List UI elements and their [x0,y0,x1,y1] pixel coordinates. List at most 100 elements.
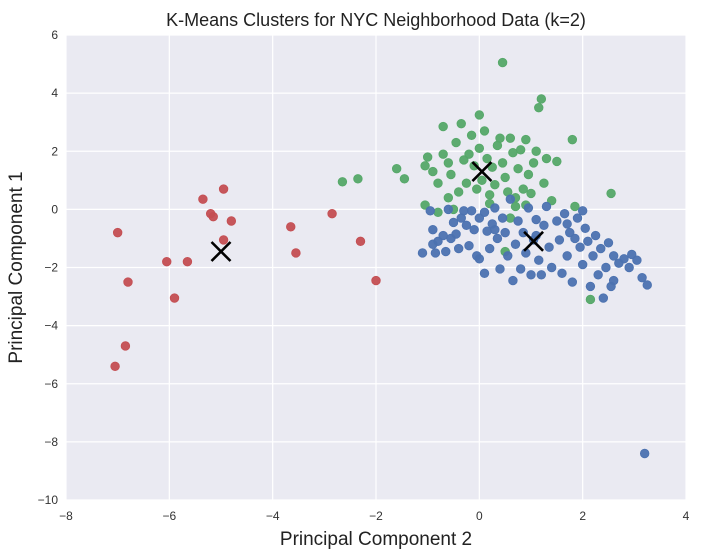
data-point-series-1 [428,166,438,177]
data-point-series-2 [490,203,500,213]
y-tick-label: −8 [44,435,58,449]
data-point-series-2 [448,217,459,228]
data-point-series-1 [523,169,534,180]
data-point-series-1 [505,133,516,143]
data-point-series-1 [399,174,410,184]
data-point-series-0 [120,341,131,351]
data-point-series-1 [433,178,443,188]
data-point-series-2 [430,248,441,258]
data-point-series-2 [459,206,469,216]
data-point-series-2 [637,272,647,283]
data-point-series-1 [508,148,518,158]
data-point-series-2 [577,206,588,216]
data-point-series-2 [572,213,583,223]
data-point-series-1 [472,184,482,194]
y-axis-title: Principal Component 1 [6,171,27,363]
data-point-series-1 [495,133,505,143]
data-point-series-1 [546,195,557,206]
y-tick-label: 2 [51,144,58,158]
data-point-series-2 [497,213,508,223]
data-point-series-0 [123,277,133,287]
data-point-series-1 [420,161,430,171]
data-point-series-2 [577,259,588,270]
data-point-series-2 [585,281,596,292]
data-point-series-1 [466,130,477,140]
data-point-series-2 [639,448,650,459]
data-point-series-1 [443,158,454,168]
data-point-series-1 [510,201,521,212]
data-point-series-1 [391,163,402,174]
data-point-series-1 [536,94,547,104]
data-point-series-2 [441,246,451,257]
y-tick-label: −2 [44,261,58,275]
data-point-series-2 [590,230,601,241]
data-point-series-1 [443,193,454,203]
data-point-series-2 [469,225,479,235]
data-point-series-1 [515,145,526,155]
x-tick-label: 0 [476,509,483,523]
data-point-series-2 [508,275,518,286]
data-point-series-1 [531,146,541,156]
centroid-stroke [523,230,545,252]
data-point-series-1 [438,121,448,132]
data-point-series-2 [565,227,575,238]
data-point-series-2 [451,229,461,239]
data-point-series-2 [583,236,593,247]
data-point-series-2 [526,270,536,280]
data-point-series-1 [484,190,495,200]
data-point-series-1 [521,134,531,145]
data-point-series-0 [218,235,229,245]
x-tick-label: −2 [369,509,383,523]
data-point-series-2 [552,216,562,226]
data-point-series-1 [451,137,461,148]
data-point-series-2 [575,242,585,252]
data-point-series-0 [110,361,120,372]
data-point-series-0 [218,184,229,194]
data-point-series-2 [505,194,516,204]
data-point-series-1 [446,169,456,180]
data-point-series-1 [464,149,474,159]
data-point-series-2 [570,233,580,244]
data-point-series-1 [570,201,580,212]
data-point-series-2 [562,251,572,261]
data-point-series-1 [420,200,430,210]
data-point-series-1 [541,153,552,164]
data-point-series-1 [526,188,536,199]
data-point-series-2 [482,226,492,236]
data-point-series-2 [546,262,557,273]
data-point-series-2 [608,251,619,261]
data-point-series-2 [474,254,485,264]
data-point-series-0 [208,211,218,222]
data-point-series-2 [453,243,464,254]
data-point-series-1 [353,174,363,184]
y-tick-label: −10 [38,493,59,507]
data-point-series-2 [580,223,590,233]
data-point-series-1 [500,172,510,183]
data-point-series-2 [539,220,549,231]
data-point-series-1 [422,152,433,162]
data-point-series-2 [601,262,611,273]
data-point-series-2 [608,275,619,286]
y-tick-label: −6 [44,377,58,391]
data-point-series-0 [162,256,172,267]
y-tick-label: −4 [44,319,58,333]
data-point-series-1 [456,118,466,129]
data-point-series-0 [169,293,180,303]
data-point-series-2 [474,213,485,223]
data-point-series-2 [627,249,637,260]
data-point-series-1 [539,178,549,188]
data-point-series-2 [433,236,443,247]
data-point-series-2 [492,233,503,244]
data-point-series-2 [461,220,472,231]
data-point-series-2 [596,243,606,254]
centroid-marker [523,230,545,252]
data-point-series-2 [536,270,547,280]
x-tick-label: 2 [579,509,586,523]
data-point-series-2 [484,243,495,254]
data-point-series-1 [459,155,469,165]
data-point-series-2 [490,225,500,235]
data-point-series-2 [632,255,642,265]
data-point-series-1 [497,57,508,68]
